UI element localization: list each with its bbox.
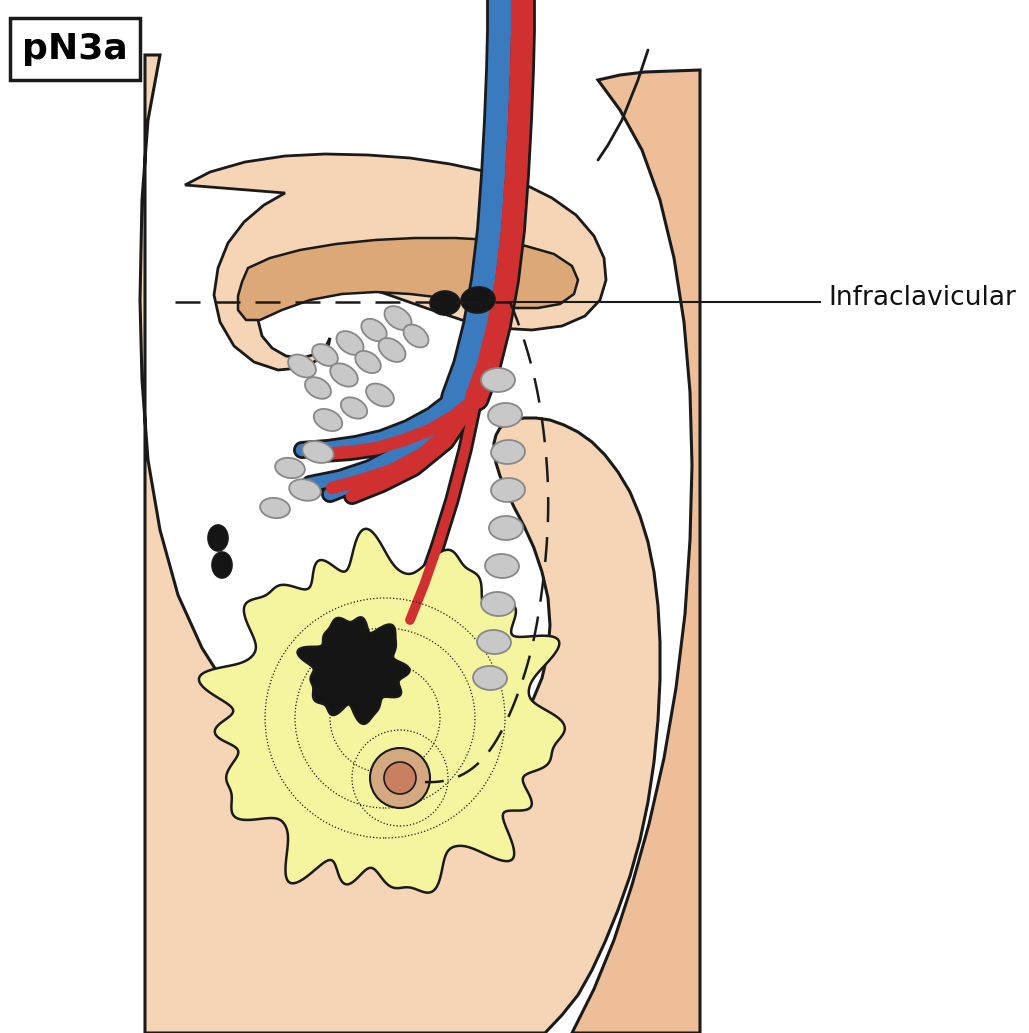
Ellipse shape bbox=[491, 478, 525, 502]
Circle shape bbox=[384, 762, 416, 794]
Ellipse shape bbox=[488, 403, 522, 427]
Ellipse shape bbox=[485, 554, 519, 578]
Ellipse shape bbox=[361, 319, 387, 341]
Ellipse shape bbox=[461, 287, 495, 313]
Ellipse shape bbox=[212, 552, 232, 578]
Ellipse shape bbox=[430, 291, 460, 315]
Ellipse shape bbox=[260, 498, 290, 519]
Ellipse shape bbox=[341, 398, 367, 418]
Polygon shape bbox=[199, 529, 565, 893]
Ellipse shape bbox=[481, 368, 514, 392]
Ellipse shape bbox=[289, 479, 321, 501]
Polygon shape bbox=[185, 154, 606, 370]
Ellipse shape bbox=[330, 364, 358, 386]
Ellipse shape bbox=[403, 324, 428, 347]
Ellipse shape bbox=[366, 383, 394, 406]
Ellipse shape bbox=[303, 441, 333, 463]
Ellipse shape bbox=[489, 516, 523, 540]
Polygon shape bbox=[297, 617, 410, 724]
Ellipse shape bbox=[473, 666, 507, 690]
Ellipse shape bbox=[275, 458, 305, 478]
Ellipse shape bbox=[336, 332, 363, 355]
Ellipse shape bbox=[385, 306, 412, 330]
Polygon shape bbox=[238, 238, 578, 320]
Text: Infraclavicular: Infraclavicular bbox=[828, 285, 1016, 311]
Circle shape bbox=[370, 748, 430, 808]
Ellipse shape bbox=[379, 338, 405, 362]
FancyBboxPatch shape bbox=[10, 18, 140, 80]
Text: pN3a: pN3a bbox=[23, 32, 128, 66]
Polygon shape bbox=[140, 55, 660, 1033]
Ellipse shape bbox=[481, 592, 514, 616]
Ellipse shape bbox=[477, 630, 511, 654]
Ellipse shape bbox=[491, 440, 525, 464]
Ellipse shape bbox=[314, 409, 343, 431]
Ellipse shape bbox=[312, 344, 338, 366]
Ellipse shape bbox=[305, 377, 331, 399]
Ellipse shape bbox=[355, 351, 381, 373]
Polygon shape bbox=[572, 70, 700, 1033]
Ellipse shape bbox=[208, 525, 228, 551]
Ellipse shape bbox=[288, 354, 316, 377]
